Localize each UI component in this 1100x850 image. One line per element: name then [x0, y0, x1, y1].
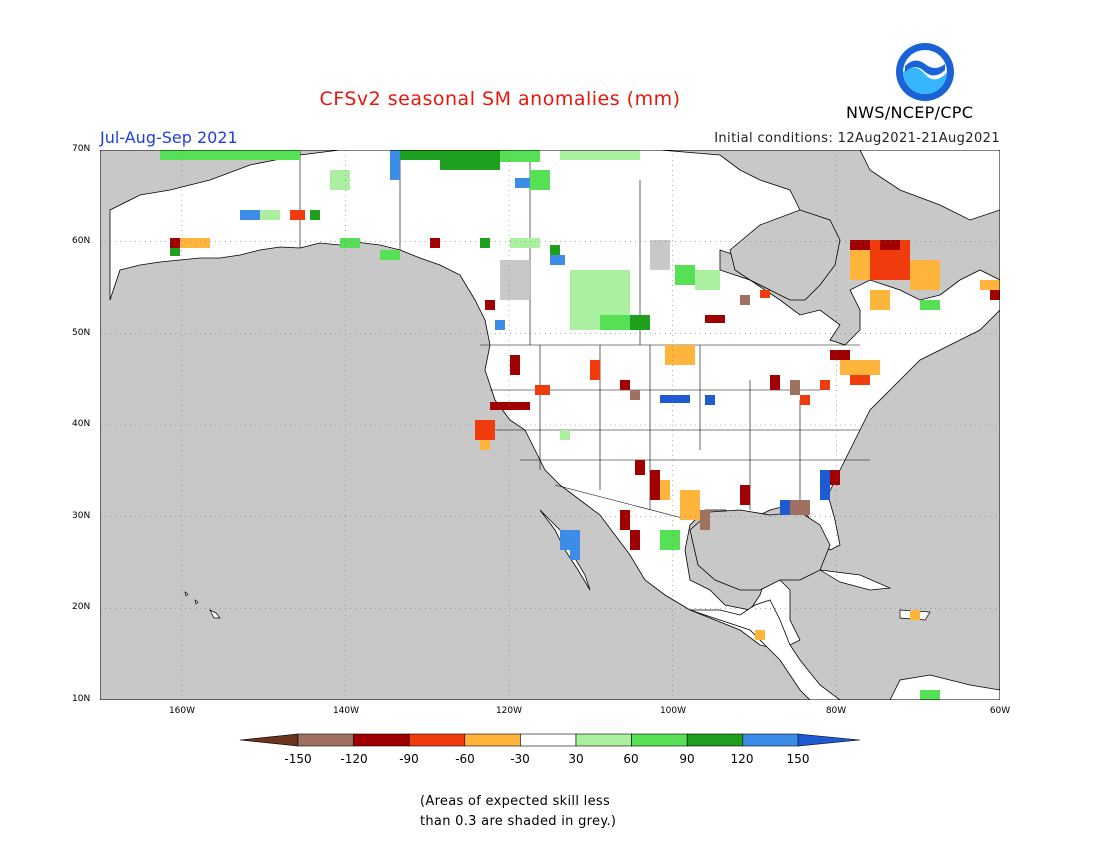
anomaly-cells [160, 150, 1000, 700]
colorbar [240, 733, 860, 747]
colorbar-swatch [686, 733, 744, 747]
skill-note-line-1: (Areas of expected skill less [420, 794, 611, 809]
lon-label-60w: 60W [989, 706, 1011, 716]
map-title: CFSv2 seasonal SM anomalies (mm) [319, 88, 681, 110]
lon-label-100w: 100W [659, 706, 687, 716]
colorbar-label: 60 [623, 752, 639, 766]
colorbar-label: 150 [786, 752, 810, 766]
colorbar-label: -30 [510, 752, 530, 766]
colorbar-swatch [575, 733, 632, 747]
colorbar-swatch [797, 733, 860, 747]
lat-label-60n: 60N [72, 236, 91, 246]
colorbar-swatch [297, 733, 354, 747]
greenland-land [859, 150, 1000, 221]
colorbar-label: -150 [284, 752, 312, 766]
central-america-land [689, 599, 841, 700]
soil-moisture-map [100, 150, 1000, 700]
lon-label-160w: 160W [168, 706, 196, 716]
lat-label-20n: 20N [72, 602, 91, 612]
skill-note-line-2: than 0.3 are shaded in grey.) [420, 814, 617, 829]
colorbar-swatch [464, 733, 521, 747]
colorbar-swatch [742, 733, 799, 747]
agency-label: NWS/NCEP/CPC [846, 103, 974, 122]
colorbar-label: -120 [340, 752, 368, 766]
colorbar-swatch [408, 733, 466, 747]
colorbar-label: 120 [730, 752, 754, 766]
colorbar-label: -60 [455, 752, 475, 766]
colorbar-swatch [353, 733, 410, 747]
lon-label-120w: 120W [495, 706, 523, 716]
hudson-bay [729, 209, 841, 301]
lat-label-40n: 40N [72, 419, 91, 429]
graticule [100, 150, 1000, 700]
colorbar-swatch [631, 733, 688, 747]
lon-label-80w: 80W [825, 706, 847, 716]
noaa-logo-icon [896, 43, 954, 101]
skill-note: (Areas of expected skill less than 0.3 a… [420, 792, 740, 832]
lat-label-50n: 50N [72, 328, 91, 338]
colorbar-label: 30 [568, 752, 584, 766]
colorbar-label: 90 [679, 752, 695, 766]
lat-label-70n: 70N [72, 144, 91, 154]
lat-label-30n: 30N [72, 511, 91, 521]
colorbar-label: -90 [399, 752, 419, 766]
colorbar-swatch [520, 733, 577, 747]
season-label: Jul-Aug-Sep 2021 [100, 128, 238, 147]
south-america-land [889, 674, 1000, 700]
lon-label-140w: 140W [332, 706, 360, 716]
lat-label-10n: 10N [72, 694, 91, 704]
colorbar-swatch [240, 733, 299, 747]
initial-conditions: Initial conditions: 12Aug2021-21Aug2021 [714, 131, 1000, 146]
